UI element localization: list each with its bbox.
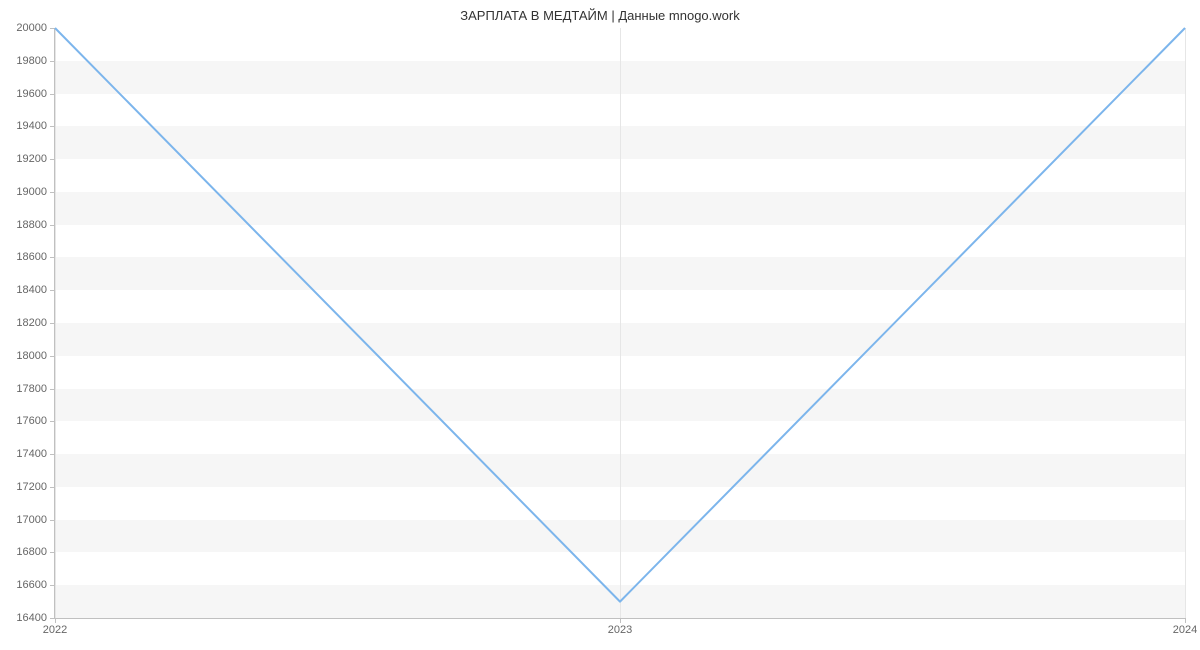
x-tick-mark — [55, 618, 56, 623]
plot-area: 1640016600168001700017200174001760017800… — [55, 28, 1185, 618]
y-tick-label: 19400 — [16, 120, 47, 132]
salary-line — [55, 28, 1185, 602]
x-tick-mark — [1185, 618, 1186, 623]
y-tick-label: 19200 — [16, 153, 47, 165]
x-tick-label: 2022 — [43, 624, 67, 636]
x-tick-mark — [620, 618, 621, 623]
y-tick-label: 20000 — [16, 22, 47, 34]
y-tick-label: 19800 — [16, 55, 47, 67]
v-grid-line — [1185, 28, 1186, 618]
y-tick-label: 16400 — [16, 612, 47, 624]
line-series-layer — [55, 28, 1185, 618]
y-tick-label: 18600 — [16, 251, 47, 263]
y-tick-label: 17000 — [16, 514, 47, 526]
y-tick-label: 18400 — [16, 284, 47, 296]
y-tick-label: 17400 — [16, 448, 47, 460]
y-tick-label: 19600 — [16, 88, 47, 100]
y-tick-label: 19000 — [16, 186, 47, 198]
y-tick-label: 18200 — [16, 317, 47, 329]
y-tick-label: 18000 — [16, 350, 47, 362]
chart-title: ЗАРПЛАТА В МЕДТАЙМ | Данные mnogo.work — [0, 8, 1200, 23]
y-tick-label: 16600 — [16, 579, 47, 591]
x-tick-label: 2024 — [1173, 624, 1197, 636]
y-tick-label: 17600 — [16, 415, 47, 427]
y-tick-label: 18800 — [16, 219, 47, 231]
y-tick-label: 16800 — [16, 546, 47, 558]
y-tick-label: 17800 — [16, 383, 47, 395]
salary-chart: ЗАРПЛАТА В МЕДТАЙМ | Данные mnogo.work 1… — [0, 0, 1200, 650]
y-tick-label: 17200 — [16, 481, 47, 493]
x-tick-label: 2023 — [608, 624, 632, 636]
